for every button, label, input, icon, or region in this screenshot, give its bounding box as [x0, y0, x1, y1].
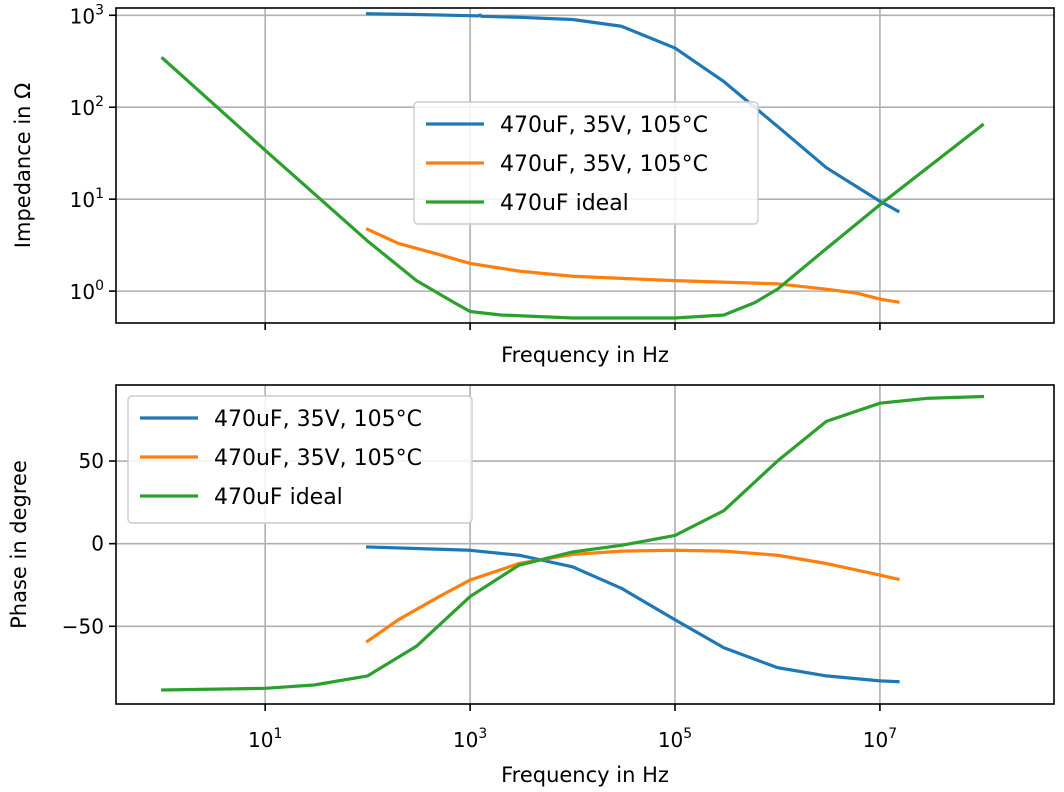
- legend: 470uF, 35V, 105°C 470uF, 35V, 105°C 470uF …: [413, 101, 759, 225]
- y-tick-label: 50: [79, 449, 104, 473]
- y-tick-label: −50: [62, 614, 104, 638]
- series-line-0: [365, 545, 900, 684]
- tick-exponent: 0: [95, 278, 104, 294]
- y-axis-label: Phase in degree: [7, 460, 31, 629]
- series-line-2: [161, 394, 985, 692]
- data-series: [160, 12, 985, 320]
- tick-exponent: 2: [95, 94, 104, 110]
- legend-label-1: 470uF, 35V, 105°C: [500, 152, 708, 177]
- data-series: [161, 394, 985, 692]
- series-line-1: [365, 548, 900, 644]
- tick-exponent: 5: [683, 726, 692, 742]
- series-line-1: [365, 227, 900, 304]
- legend-label-0: 470uF, 35V, 105°C: [214, 407, 422, 432]
- tick-base: 10: [70, 4, 95, 28]
- x-axis-label: Frequency in Hz: [501, 343, 669, 367]
- legend-label-1: 470uF, 35V, 105°C: [214, 446, 422, 471]
- legend-label-2: 470uF ideal: [500, 191, 629, 216]
- x-axis-ticks: [264, 323, 881, 330]
- y-axis-ticks: 50 0 −50: [62, 449, 116, 638]
- y-tick-label: 102: [70, 94, 104, 120]
- legend-label-2: 470uF ideal: [214, 485, 343, 510]
- x-axis-ticks: 101 103 105 107: [248, 704, 897, 752]
- tick-exponent: 7: [888, 726, 897, 742]
- y-tick-label: 103: [70, 2, 104, 28]
- tick-base: 10: [70, 188, 95, 212]
- y-tick-label: 100: [70, 278, 104, 304]
- y-axis-label: Impedance in Ω: [11, 83, 35, 248]
- tick-exponent: 1: [95, 186, 104, 202]
- tick-base: 10: [70, 280, 95, 304]
- x-tick-label: 101: [248, 726, 282, 752]
- tick-exponent: 1: [273, 726, 282, 742]
- legend-box: [413, 101, 759, 225]
- tick-base: 10: [658, 728, 683, 752]
- x-tick-label: 107: [863, 726, 897, 752]
- series-line-0: [366, 12, 901, 214]
- legend-box: [127, 395, 473, 524]
- x-axis-label: Frequency in Hz: [501, 763, 669, 787]
- tick-base: 10: [248, 728, 273, 752]
- tick-base: 10: [863, 728, 888, 752]
- x-tick-label: 103: [453, 726, 487, 752]
- plot-frame: [115, 384, 1055, 705]
- legend-label-0: 470uF, 35V, 105°C: [500, 113, 708, 138]
- x-tick-label: 105: [658, 726, 692, 752]
- tick-exponent: 3: [478, 726, 487, 742]
- tick-base: 10: [70, 96, 95, 120]
- legend: 470uF, 35V, 105°C 470uF, 35V, 105°C 470uF …: [127, 395, 473, 524]
- tick-base: 10: [453, 728, 478, 752]
- y-tick-label: 101: [70, 186, 104, 212]
- series-line-2: [160, 56, 985, 320]
- plot-frame: [115, 7, 1055, 324]
- tick-exponent: 3: [95, 2, 104, 18]
- y-tick-label: 0: [91, 532, 104, 556]
